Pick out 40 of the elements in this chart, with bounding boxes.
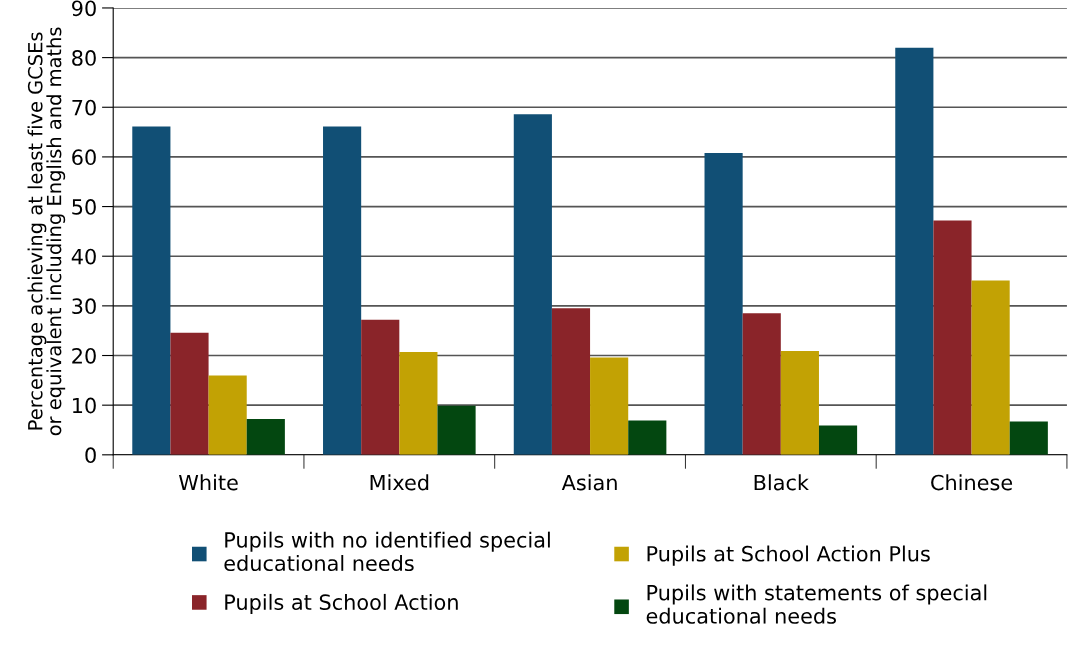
bar <box>895 47 934 455</box>
y-tick-label: 30 <box>72 298 96 315</box>
legend-label: Pupils at School Action <box>225 593 458 615</box>
x-tick-label: White <box>178 474 238 491</box>
bar <box>208 375 247 455</box>
y-tick-label: 60 <box>72 149 96 166</box>
bar <box>780 351 819 455</box>
legend-label: Pupils with no identified special educational needs <box>224 531 550 572</box>
bar <box>246 419 285 455</box>
bar <box>1009 421 1048 455</box>
bar <box>704 152 743 455</box>
bar <box>132 126 171 455</box>
x-tick-label: Asian <box>561 474 617 491</box>
bar <box>590 357 629 455</box>
x-tick-label: Chinese <box>931 474 1013 491</box>
bar <box>323 126 362 455</box>
bar <box>742 313 781 455</box>
y-tick-label: 70 <box>72 99 96 116</box>
legend-label: Pupils at School Action Plus <box>647 545 930 566</box>
y-tick-label: 80 <box>72 50 96 66</box>
bar <box>170 332 209 455</box>
y-tick-label: 0 <box>85 447 96 464</box>
x-tick-label: Mixed <box>370 474 429 491</box>
bar <box>513 114 552 455</box>
y-tick-label: 90 <box>72 0 96 17</box>
bar <box>361 319 400 455</box>
bar <box>628 420 667 455</box>
bar <box>551 308 591 455</box>
bar <box>971 280 1010 455</box>
legend-label: Pupils with statements of special educational needs <box>646 584 987 624</box>
y-axis-title: Percentage achieving at least five GCSEs or equivalent including English and maths <box>27 27 66 436</box>
bar <box>437 405 476 455</box>
bar <box>818 425 858 455</box>
y-tick-label: 50 <box>72 199 96 215</box>
y-tick-label: 40 <box>71 248 96 265</box>
bar <box>933 220 972 455</box>
y-tick-label: 20 <box>72 347 96 364</box>
x-tick-label: Black <box>754 474 809 491</box>
y-tick-label: 10 <box>73 397 96 414</box>
bar <box>399 352 438 455</box>
